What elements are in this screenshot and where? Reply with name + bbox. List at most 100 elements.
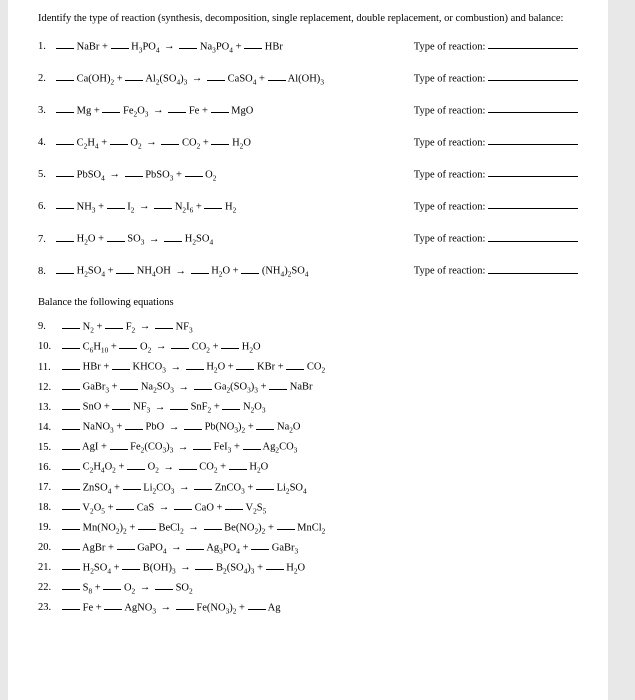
- blank-coefficient[interactable]: [186, 360, 204, 369]
- blank-type[interactable]: [488, 264, 578, 273]
- blank-coefficient[interactable]: [251, 541, 269, 550]
- blank-coefficient[interactable]: [168, 104, 186, 113]
- blank-coefficient[interactable]: [56, 136, 74, 145]
- blank-coefficient[interactable]: [269, 380, 287, 389]
- blank-coefficient[interactable]: [62, 501, 80, 510]
- blank-coefficient[interactable]: [171, 340, 189, 349]
- blank-coefficient[interactable]: [277, 521, 295, 530]
- blank-coefficient[interactable]: [286, 360, 304, 369]
- blank-coefficient[interactable]: [127, 460, 145, 469]
- blank-coefficient[interactable]: [62, 581, 80, 590]
- blank-coefficient[interactable]: [176, 601, 194, 610]
- blank-coefficient[interactable]: [117, 541, 135, 550]
- blank-coefficient[interactable]: [56, 264, 74, 273]
- blank-coefficient[interactable]: [62, 521, 80, 530]
- blank-coefficient[interactable]: [56, 104, 74, 113]
- blank-coefficient[interactable]: [62, 460, 80, 469]
- blank-coefficient[interactable]: [119, 340, 137, 349]
- blank-coefficient[interactable]: [120, 380, 138, 389]
- blank-coefficient[interactable]: [107, 232, 125, 241]
- blank-coefficient[interactable]: [236, 360, 254, 369]
- blank-coefficient[interactable]: [103, 581, 121, 590]
- blank-coefficient[interactable]: [112, 360, 130, 369]
- blank-coefficient[interactable]: [204, 200, 222, 209]
- blank-coefficient[interactable]: [185, 168, 203, 177]
- blank-coefficient[interactable]: [184, 420, 202, 429]
- blank-coefficient[interactable]: [256, 481, 274, 490]
- blank-coefficient[interactable]: [62, 541, 80, 550]
- blank-coefficient[interactable]: [105, 320, 123, 329]
- blank-coefficient[interactable]: [155, 581, 173, 590]
- blank-coefficient[interactable]: [56, 232, 74, 241]
- blank-coefficient[interactable]: [125, 168, 143, 177]
- blank-coefficient[interactable]: [125, 420, 143, 429]
- blank-coefficient[interactable]: [266, 561, 284, 570]
- blank-type[interactable]: [488, 136, 578, 145]
- equation-row: 14. NaNO3 + PbO → Pb(NO3)2 + Na2O: [38, 420, 578, 434]
- blank-coefficient[interactable]: [241, 264, 259, 273]
- blank-coefficient[interactable]: [207, 72, 225, 81]
- blank-type[interactable]: [488, 168, 578, 177]
- blank-coefficient[interactable]: [222, 400, 240, 409]
- blank-coefficient[interactable]: [104, 601, 122, 610]
- blank-coefficient[interactable]: [193, 440, 211, 449]
- blank-coefficient[interactable]: [211, 136, 229, 145]
- blank-coefficient[interactable]: [268, 72, 286, 81]
- blank-coefficient[interactable]: [62, 601, 80, 610]
- blank-coefficient[interactable]: [112, 400, 130, 409]
- blank-coefficient[interactable]: [256, 420, 274, 429]
- question-number: 21.: [38, 561, 62, 575]
- blank-coefficient[interactable]: [116, 501, 134, 510]
- blank-type[interactable]: [488, 232, 578, 241]
- blank-coefficient[interactable]: [110, 440, 128, 449]
- blank-type[interactable]: [488, 200, 578, 209]
- blank-coefficient[interactable]: [116, 264, 134, 273]
- blank-coefficient[interactable]: [191, 264, 209, 273]
- blank-coefficient[interactable]: [179, 40, 197, 49]
- blank-coefficient[interactable]: [56, 72, 74, 81]
- blank-coefficient[interactable]: [186, 541, 204, 550]
- blank-coefficient[interactable]: [62, 340, 80, 349]
- blank-coefficient[interactable]: [122, 561, 140, 570]
- blank-coefficient[interactable]: [243, 440, 261, 449]
- blank-coefficient[interactable]: [204, 521, 222, 530]
- blank-coefficient[interactable]: [155, 320, 173, 329]
- blank-coefficient[interactable]: [123, 481, 141, 490]
- blank-coefficient[interactable]: [248, 601, 266, 610]
- blank-coefficient[interactable]: [56, 200, 74, 209]
- blank-coefficient[interactable]: [161, 136, 179, 145]
- blank-coefficient[interactable]: [107, 200, 125, 209]
- blank-coefficient[interactable]: [62, 400, 80, 409]
- equation-row: 20. AgBr + GaPO4 → Ag3PO4 + GaBr3: [38, 541, 578, 555]
- blank-coefficient[interactable]: [62, 440, 80, 449]
- blank-coefficient[interactable]: [221, 340, 239, 349]
- blank-coefficient[interactable]: [110, 136, 128, 145]
- blank-coefficient[interactable]: [170, 400, 188, 409]
- blank-coefficient[interactable]: [154, 200, 172, 209]
- blank-coefficient[interactable]: [244, 40, 262, 49]
- blank-coefficient[interactable]: [179, 460, 197, 469]
- blank-coefficient[interactable]: [194, 481, 212, 490]
- blank-coefficient[interactable]: [164, 232, 182, 241]
- blank-coefficient[interactable]: [229, 460, 247, 469]
- blank-coefficient[interactable]: [56, 40, 74, 49]
- blank-coefficient[interactable]: [195, 561, 213, 570]
- blank-coefficient[interactable]: [138, 521, 156, 530]
- blank-coefficient[interactable]: [111, 40, 129, 49]
- blank-coefficient[interactable]: [56, 168, 74, 177]
- blank-coefficient[interactable]: [174, 501, 192, 510]
- blank-coefficient[interactable]: [211, 104, 229, 113]
- blank-coefficient[interactable]: [194, 380, 212, 389]
- blank-coefficient[interactable]: [62, 420, 80, 429]
- blank-coefficient[interactable]: [62, 380, 80, 389]
- blank-coefficient[interactable]: [62, 360, 80, 369]
- blank-coefficient[interactable]: [62, 481, 80, 490]
- blank-coefficient[interactable]: [225, 501, 243, 510]
- blank-coefficient[interactable]: [125, 72, 143, 81]
- blank-type[interactable]: [488, 72, 578, 81]
- blank-type[interactable]: [488, 104, 578, 113]
- blank-coefficient[interactable]: [102, 104, 120, 113]
- blank-type[interactable]: [488, 40, 578, 49]
- blank-coefficient[interactable]: [62, 320, 80, 329]
- blank-coefficient[interactable]: [62, 561, 80, 570]
